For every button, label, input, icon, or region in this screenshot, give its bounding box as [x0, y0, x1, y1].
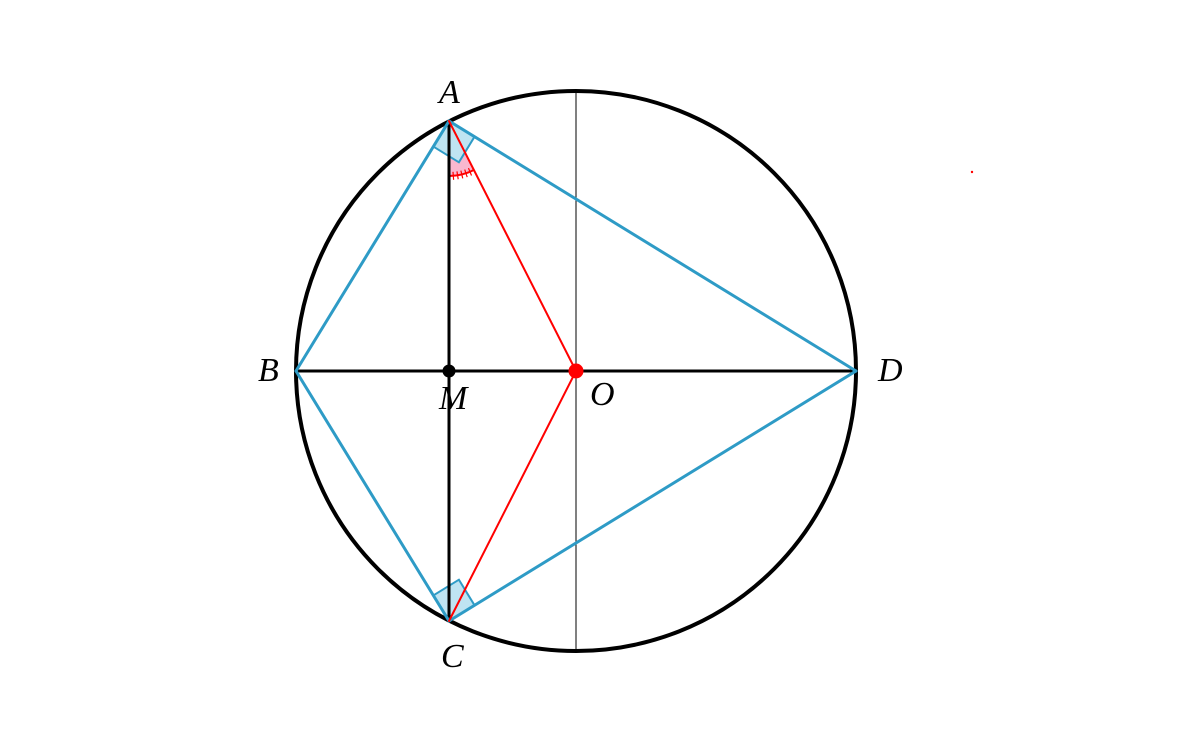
label-C: C [441, 638, 464, 675]
stray-dot [971, 171, 973, 173]
point-M-dot [443, 365, 455, 377]
label-O: O [590, 376, 615, 413]
point-O-dot [569, 364, 583, 378]
label-D: D [877, 352, 903, 389]
label-A: A [437, 74, 460, 111]
angle-tick [453, 172, 454, 180]
label-B: B [258, 352, 279, 389]
geometry-diagram: O M A B C D [0, 0, 1200, 753]
label-M: M [438, 380, 469, 417]
